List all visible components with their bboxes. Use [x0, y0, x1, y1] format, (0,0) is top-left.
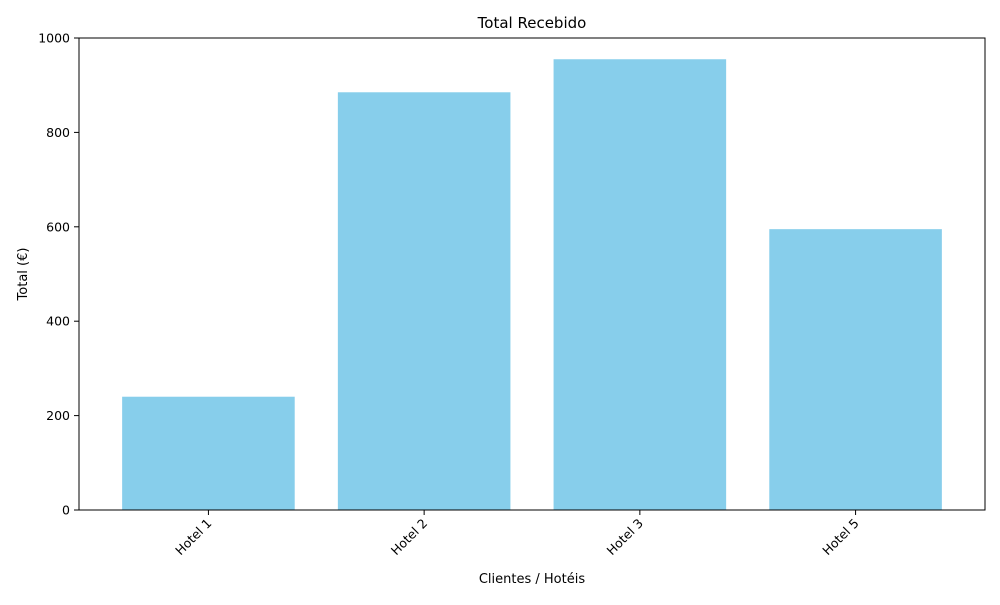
y-axis: 0 200 400 600 800 1000	[38, 31, 79, 518]
plot-frame	[78, 37, 986, 511]
bars-group	[122, 59, 942, 511]
bar-hotel-5	[769, 229, 942, 510]
y-tick-label: 1000	[38, 31, 70, 46]
x-tick-label: Hotel 2	[388, 516, 430, 558]
y-tick-label: 200	[46, 408, 70, 423]
y-tick-label: 400	[46, 314, 70, 329]
x-axis: Hotel 1 Hotel 2 Hotel 3 Hotel 5	[172, 510, 862, 558]
y-tick-label: 800	[46, 125, 70, 140]
x-axis-label: Clientes / Hotéis	[479, 572, 585, 587]
y-tick-label: 0	[62, 503, 70, 518]
y-tick-label: 600	[46, 219, 70, 234]
chart-title: Total Recebido	[477, 14, 587, 32]
x-tick-label: Hotel 1	[172, 516, 214, 558]
x-tick-label: Hotel 3	[604, 516, 646, 558]
bar-hotel-1	[122, 396, 295, 510]
y-axis-label: Total (€)	[16, 248, 31, 302]
x-tick-label: Hotel 5	[819, 516, 861, 558]
bar-hotel-3	[553, 59, 727, 511]
bar-hotel-2	[337, 92, 511, 510]
